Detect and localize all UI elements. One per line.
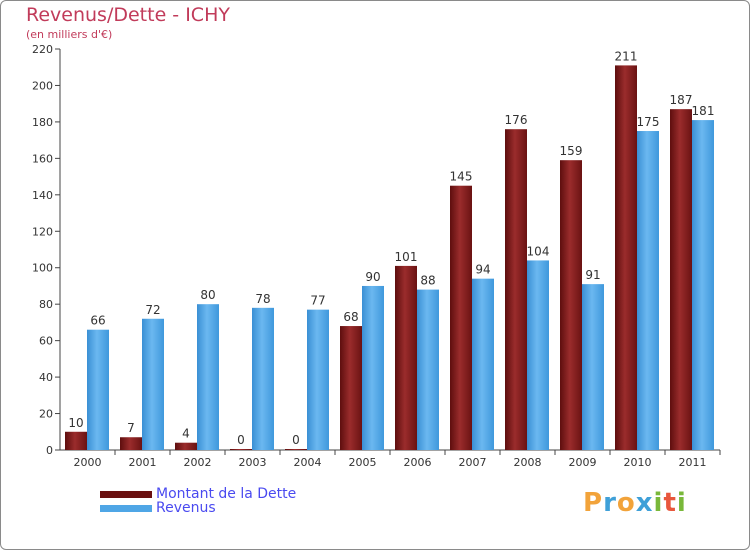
bar-revenus-2004 [307,309,329,450]
logo-letter: o [616,488,636,518]
bar-dette-2007 [450,185,472,451]
x-tick-label: 2004 [294,456,322,469]
data-label-dette-2005: 68 [343,310,358,324]
bar-revenus-2005 [362,285,384,450]
data-label-dette-2004: 0 [292,433,300,447]
bar-dette-2002 [175,442,197,450]
y-tick-label: 160 [32,152,53,165]
bar-dette-2005 [340,326,362,450]
bar-revenus-2007 [472,278,494,450]
bar-revenus-2008 [527,260,549,450]
x-tick-label: 2003 [239,456,267,469]
legend-item-revenus: Revenus [100,500,216,516]
x-tick-label: 2002 [184,456,212,469]
y-tick-label: 180 [32,116,53,129]
y-tick-label: 140 [32,189,53,202]
data-label-revenus-2006: 88 [420,274,435,288]
x-tick-label: 2011 [679,456,707,469]
bar-dette-2001 [120,437,142,450]
data-label-revenus-2000: 66 [90,314,105,328]
x-tick-label: 2001 [129,456,157,469]
data-label-revenus-2010: 175 [637,115,660,129]
data-label-dette-2001: 7 [127,421,135,435]
logo-letter: r [603,488,617,518]
legend-swatch-revenus [100,504,152,512]
logo-letter: x [635,488,654,518]
data-label-dette-2007: 145 [450,170,473,184]
bar-revenus-2006 [417,289,439,450]
bar-dette-2010 [615,65,637,451]
data-label-dette-2006: 101 [395,250,418,264]
data-label-dette-2003: 0 [237,433,245,447]
bar-dette-2009 [560,160,582,450]
chart-bars [65,65,714,451]
bar-revenus-2009 [582,284,604,450]
data-label-dette-2000: 10 [68,416,83,430]
bar-revenus-2002 [197,304,219,450]
bar-revenus-2011 [692,120,714,450]
bar-dette-2006 [395,265,417,450]
x-tick-label: 2006 [404,456,432,469]
data-label-revenus-2003: 78 [255,292,270,306]
bar-dette-2008 [505,129,527,450]
data-label-revenus-2007: 94 [475,263,490,277]
chart-title: Revenus/Dette - ICHY [26,4,230,26]
data-label-revenus-2008: 104 [527,244,550,258]
data-label-dette-2009: 159 [560,144,583,158]
logo-letter: t [663,488,677,518]
bar-revenus-2001 [142,318,164,450]
chart-subtitle: (en milliers d'€) [26,28,113,41]
x-tick-label: 2010 [624,456,652,469]
bar-dette-2011 [670,109,692,451]
bar-dette-2003 [230,449,252,450]
data-label-dette-2002: 4 [182,427,190,441]
legend-label-dette: Montant de la Dette [156,486,297,502]
logo-letter: i [653,488,664,518]
y-tick-label: 100 [32,262,53,275]
y-tick-label: 200 [32,79,53,92]
data-label-revenus-2002: 80 [200,288,215,302]
data-label-dette-2011: 187 [670,93,693,107]
y-tick-label: 80 [39,298,53,311]
logo-letter: i [676,488,687,518]
y-tick-label: 40 [39,371,53,384]
x-tick-label: 2009 [569,456,597,469]
legend-label-revenus: Revenus [156,500,216,516]
y-tick-label: 60 [39,335,53,348]
y-tick-label: 120 [32,225,53,238]
x-tick-label: 2000 [74,456,102,469]
proxiti-logo: Proxiti [583,488,687,518]
y-tick-label: 20 [39,408,53,421]
bar-revenus-2010 [637,131,659,451]
legend-item-dette: Montant de la Dette [100,486,297,502]
x-tick-label: 2007 [459,456,487,469]
data-label-dette-2008: 176 [505,113,528,127]
bar-dette-2004 [285,449,307,450]
data-label-revenus-2005: 90 [365,270,380,284]
legend-swatch-dette [100,490,152,498]
bar-dette-2000 [65,431,87,450]
y-tick-label: 220 [32,43,53,56]
data-label-revenus-2004: 77 [310,294,325,308]
data-label-revenus-2009: 91 [585,268,600,282]
bar-revenus-2003 [252,307,274,450]
bar-revenus-2000 [87,329,109,450]
x-tick-label: 2005 [349,456,377,469]
data-label-revenus-2001: 72 [145,303,160,317]
logo-letter: P [583,488,604,518]
data-label-dette-2010: 211 [615,49,638,63]
data-label-revenus-2011: 181 [692,104,715,118]
y-tick-label: 0 [46,444,53,457]
x-tick-label: 2008 [514,456,542,469]
